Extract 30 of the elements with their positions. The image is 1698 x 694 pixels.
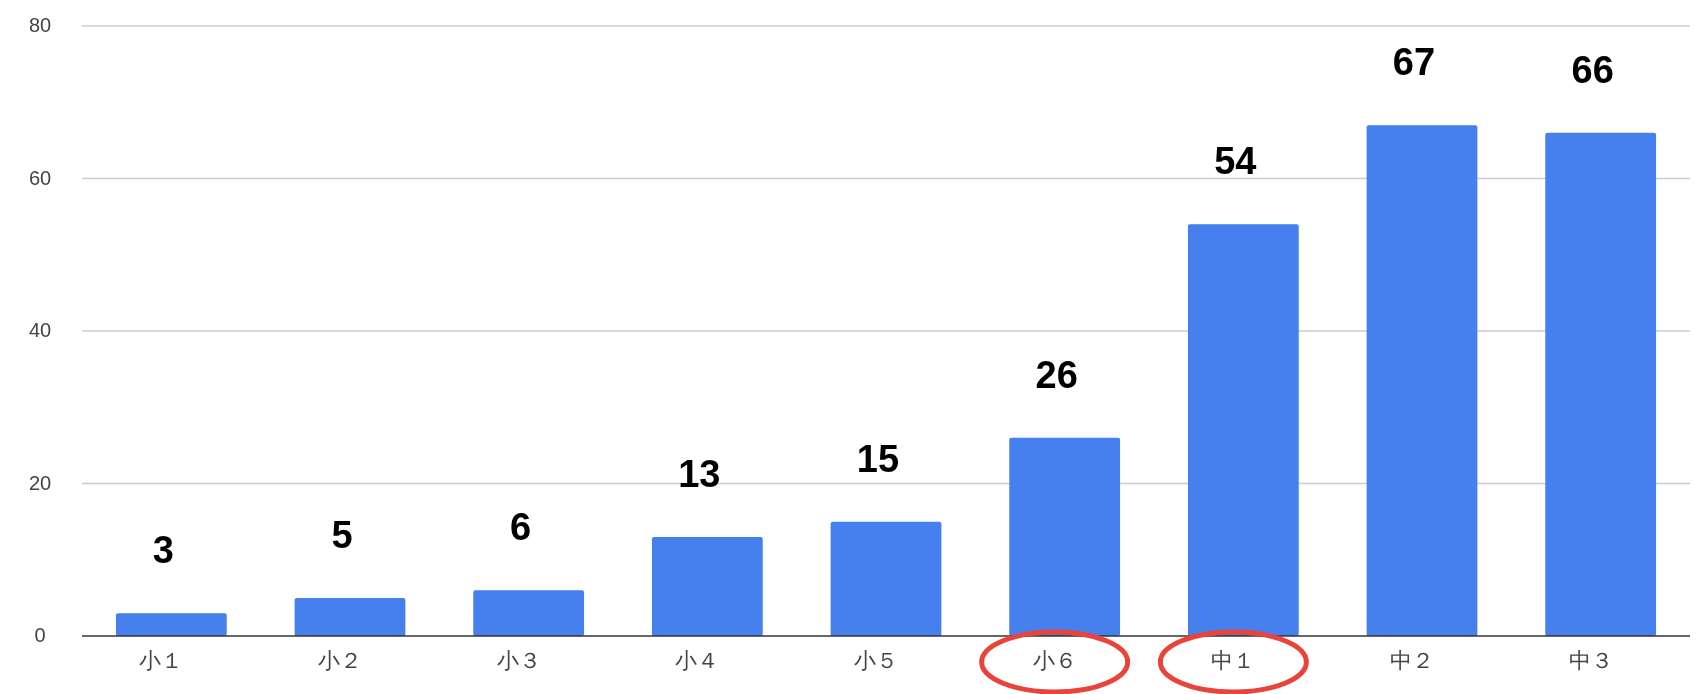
y-tick-label: 20 bbox=[28, 471, 52, 494]
x-tick-label: 小１ bbox=[139, 648, 184, 673]
x-tick-label: 中３ bbox=[1568, 648, 1613, 673]
bar bbox=[830, 521, 942, 636]
data-label: 15 bbox=[856, 437, 900, 480]
data-label: 5 bbox=[331, 513, 353, 556]
data-label: 13 bbox=[678, 452, 721, 495]
y-tick-label: 40 bbox=[28, 319, 52, 341]
bar bbox=[294, 597, 406, 636]
x-tick-label: 小５ bbox=[854, 648, 898, 673]
y-tick-label: 0 bbox=[34, 624, 46, 646]
data-label: 67 bbox=[1392, 41, 1436, 84]
bar bbox=[115, 613, 227, 636]
x-tick-label: 小６ bbox=[1032, 648, 1077, 673]
x-tick-label: 小３ bbox=[496, 648, 541, 673]
x-tick-label: 小２ bbox=[318, 648, 362, 673]
data-label: 66 bbox=[1571, 48, 1614, 91]
bar bbox=[1366, 125, 1478, 636]
y-tick-label: 60 bbox=[28, 166, 52, 189]
bar bbox=[473, 590, 585, 636]
data-label: 3 bbox=[152, 529, 174, 572]
y-tick-label: 80 bbox=[28, 14, 52, 36]
bar bbox=[1545, 132, 1657, 636]
data-label: 6 bbox=[510, 506, 532, 549]
x-tick-label: 中２ bbox=[1390, 648, 1434, 673]
x-tick-label: 小４ bbox=[675, 648, 720, 673]
x-tick-label: 中１ bbox=[1211, 648, 1256, 673]
data-label: 26 bbox=[1035, 353, 1078, 396]
bar bbox=[651, 536, 763, 636]
data-label: 54 bbox=[1214, 140, 1257, 183]
